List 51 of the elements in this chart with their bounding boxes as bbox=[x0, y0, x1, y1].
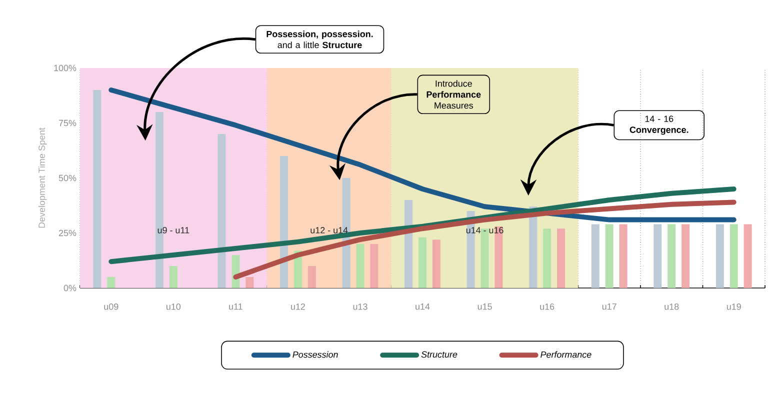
y-tick-label: 25% bbox=[58, 230, 76, 236]
x-tick-label: u19 bbox=[726, 303, 741, 310]
x-tick-label: u15 bbox=[478, 303, 492, 310]
bar bbox=[356, 244, 364, 288]
x-tick-label: u09 bbox=[104, 303, 118, 310]
bar bbox=[93, 90, 102, 288]
text: Possession, possession. and a little Structure bbox=[266, 30, 373, 48]
bar bbox=[169, 266, 178, 288]
bar bbox=[107, 277, 116, 288]
x-tick-label: u14 bbox=[416, 303, 430, 310]
x-tick-label: u16 bbox=[540, 303, 554, 310]
x-tick-label: u10 bbox=[166, 303, 181, 310]
y-tick-label: 75% bbox=[58, 120, 76, 126]
legend-label: Structure bbox=[421, 351, 458, 358]
annotation: Introduce Performance Measures bbox=[426, 80, 481, 109]
band-label: u9 - u11 bbox=[158, 227, 190, 234]
bar bbox=[591, 224, 600, 288]
legend-label: Performance bbox=[540, 351, 592, 358]
annotation: 14 - 16 Convergence. bbox=[630, 116, 688, 135]
y-tick-label: 50% bbox=[58, 174, 76, 182]
x-tick-label: u17 bbox=[602, 303, 616, 310]
bar bbox=[280, 156, 288, 288]
bar bbox=[480, 228, 489, 288]
bar bbox=[668, 224, 676, 288]
bar bbox=[744, 224, 752, 288]
y-axis-title: Development Time Spent bbox=[38, 128, 47, 228]
bar bbox=[543, 228, 552, 288]
bar bbox=[308, 266, 316, 288]
y-tick-label: 0% bbox=[64, 284, 76, 292]
bar bbox=[557, 228, 565, 288]
band-label: u12 - u14 bbox=[310, 227, 348, 234]
bar bbox=[404, 200, 413, 288]
bar bbox=[730, 224, 738, 288]
bar bbox=[418, 237, 426, 288]
bar bbox=[619, 224, 628, 288]
y-tick-label: 100% bbox=[54, 64, 76, 72]
x-tick-label: u11 bbox=[229, 303, 242, 310]
x-tick-label: u13 bbox=[353, 303, 368, 310]
bar bbox=[246, 277, 254, 288]
bar bbox=[716, 224, 724, 288]
legend-label: Possession bbox=[292, 351, 338, 358]
bar bbox=[654, 224, 662, 288]
bar bbox=[218, 134, 226, 288]
band-label: u14 - u16 bbox=[466, 227, 504, 234]
bar bbox=[605, 224, 614, 288]
bar bbox=[370, 244, 378, 288]
line-series bbox=[233, 200, 736, 280]
bar bbox=[682, 224, 690, 288]
bar bbox=[432, 240, 440, 288]
x-tick-label: u18 bbox=[664, 303, 679, 310]
x-tick-label: u12 bbox=[291, 303, 305, 310]
